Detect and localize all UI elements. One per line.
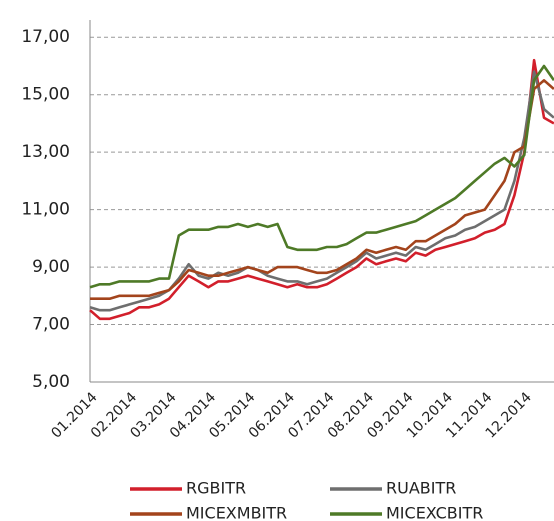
series-line xyxy=(89,70,554,312)
y-tick-label: 11,00 xyxy=(21,200,70,220)
legend-label: RUABITR xyxy=(386,479,456,498)
legend-label: RGBITR xyxy=(186,479,246,498)
legend-label: MICEXMBITR xyxy=(186,504,287,521)
y-tick-label: 15,00 xyxy=(21,85,70,105)
y-tick-label: 7,00 xyxy=(32,315,70,335)
y-tick-label: 9,00 xyxy=(32,257,70,277)
series-line xyxy=(89,64,554,289)
series-line xyxy=(89,58,554,321)
legend-label: MICEXCBITR xyxy=(386,504,483,521)
y-tick-label: 17,00 xyxy=(21,27,70,47)
y-tick-label: 5,00 xyxy=(32,372,70,392)
series-line xyxy=(90,79,554,301)
y-tick-label: 13,00 xyxy=(21,142,70,162)
